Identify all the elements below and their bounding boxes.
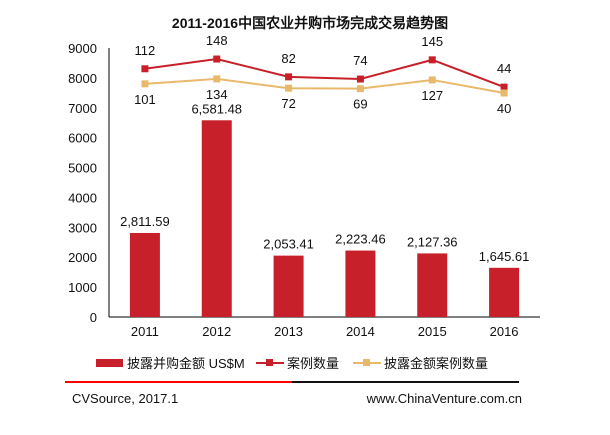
footer-website: www.ChinaVenture.com.cn [366, 391, 522, 406]
series-marker [141, 65, 149, 73]
x-tick-label: 2011 [131, 324, 159, 339]
legend-label-amount: 披露并购金额 US$M [127, 356, 245, 371]
x-tick-label: 2013 [274, 324, 303, 339]
x-tick-label: 2012 [202, 324, 231, 339]
bar-value-label: 1,645.61 [479, 249, 530, 264]
series-marker [428, 56, 436, 64]
series-value-label: 69 [353, 97, 367, 112]
legend-marker-orange [363, 359, 370, 366]
bar [489, 267, 520, 317]
series-marker [285, 73, 293, 81]
y-tick-label: 9000 [68, 41, 97, 56]
legend-label-count: 案例数量 [287, 356, 339, 371]
series-value-label: 72 [281, 96, 295, 111]
bar-value-label: 2,127.36 [407, 234, 458, 249]
series-value-label: 82 [281, 51, 295, 66]
series-marker [356, 85, 364, 93]
y-tick-label: 6000 [68, 131, 97, 146]
y-tick-label: 4000 [68, 190, 97, 205]
series-value-label: 127 [421, 88, 443, 103]
y-tick-label: 0 [90, 310, 97, 325]
series-value-label: 44 [497, 61, 511, 76]
legend-label-disclosed-count: 披露金额案例数量 [384, 356, 488, 371]
bar-value-label: 2,811.59 [120, 214, 170, 229]
y-tick-label: 8000 [68, 71, 97, 86]
series-value-label: 101 [134, 92, 156, 107]
series-marker [141, 80, 149, 88]
bar [345, 250, 376, 317]
y-tick-label: 1000 [68, 280, 97, 295]
x-tick-label: 2016 [490, 324, 519, 339]
legend: 披露并购金额 US$M 案例数量 披露金额案例数量 [96, 356, 488, 371]
series-value-label: 40 [497, 101, 511, 116]
y-tick-label: 2000 [68, 250, 97, 265]
series-marker [285, 84, 293, 92]
series-marker [213, 75, 221, 83]
bar [417, 253, 448, 317]
series-value-label: 134 [206, 87, 228, 102]
series-marker [500, 89, 508, 97]
y-tick-label: 7000 [68, 101, 97, 116]
y-tick-label: 5000 [68, 161, 97, 176]
bar-value-label: 6,581.48 [191, 101, 242, 116]
series-marker [213, 55, 221, 63]
legend-swatch-bar [96, 359, 123, 367]
series-value-label: 145 [421, 34, 443, 49]
footer-source: CVSource, 2017.1 [72, 391, 178, 406]
bar-value-label: 2,053.41 [263, 237, 314, 252]
chart-title: 2011-2016中国农业并购市场完成交易趋势图 [172, 15, 448, 31]
series-value-label: 74 [353, 53, 367, 68]
x-tick-label: 2014 [346, 324, 375, 339]
series-line [144, 58, 505, 89]
bar [201, 120, 232, 318]
bar [273, 255, 304, 317]
series-line [144, 77, 505, 94]
legend-marker-red [266, 359, 273, 366]
bar-value-label: 2,223.46 [335, 232, 386, 247]
series-marker [428, 76, 436, 84]
series-value-label: 148 [206, 33, 228, 48]
bar [129, 232, 160, 317]
y-tick-label: 3000 [68, 220, 97, 235]
series-marker [500, 83, 508, 91]
x-tick-label: 2015 [418, 324, 447, 339]
series-value-label: 112 [135, 43, 156, 58]
series-marker [356, 75, 364, 83]
